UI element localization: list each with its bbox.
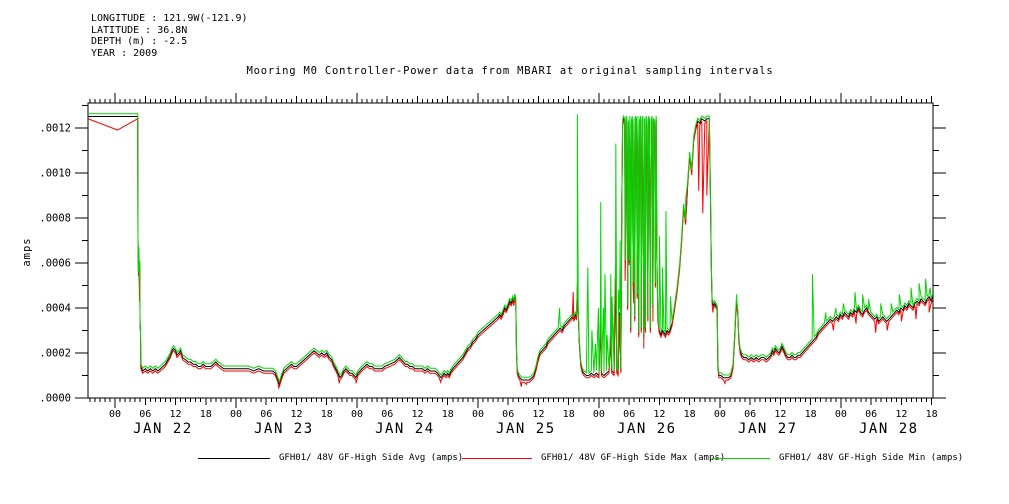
svg-text:06: 06 (865, 409, 877, 420)
legend-line-min-swatch (712, 457, 770, 459)
svg-text:12: 12 (774, 409, 786, 420)
svg-text:.0000: .0000 (39, 393, 71, 405)
legend-line-max-swatch (462, 457, 532, 459)
svg-text:JAN 24: JAN 24 (375, 421, 435, 437)
svg-text:12: 12 (290, 409, 302, 420)
svg-text:JAN 22: JAN 22 (133, 421, 193, 437)
header-year: YEAR : 2009 (91, 47, 158, 59)
svg-text:18: 18 (321, 409, 333, 420)
svg-text:JAN 23: JAN 23 (254, 421, 314, 437)
svg-text:00: 00 (714, 409, 726, 420)
svg-text:06: 06 (260, 409, 272, 420)
header-latitude: LATITUDE : 36.8N (91, 24, 188, 36)
chart-legend: GFH01/ 48V GF-High Side Avg (amps) GFH01… (0, 453, 1009, 471)
legend-item-max: GFH01/ 48V GF-High Side Max (amps) (462, 453, 725, 463)
svg-text:.0010: .0010 (39, 167, 71, 179)
svg-text:.0002: .0002 (39, 347, 71, 359)
svg-text:12: 12 (411, 409, 423, 420)
svg-text:JAN 28: JAN 28 (859, 421, 919, 437)
svg-text:12: 12 (169, 409, 181, 420)
legend-label-min: GFH01/ 48V GF-High Side Min (amps) (779, 453, 964, 463)
svg-text:.0006: .0006 (39, 257, 71, 269)
svg-text:JAN 27: JAN 27 (738, 421, 798, 437)
legend-line-avg-swatch (198, 457, 270, 459)
svg-text:06: 06 (381, 409, 393, 420)
svg-text:12: 12 (653, 409, 665, 420)
svg-text:18: 18 (200, 409, 212, 420)
svg-text:06: 06 (502, 409, 514, 420)
legend-item-avg: GFH01/ 48V GF-High Side Avg (amps) (198, 453, 463, 463)
svg-text:00: 00 (351, 409, 363, 420)
svg-text:06: 06 (744, 409, 756, 420)
legend-label-avg: GFH01/ 48V GF-High Side Avg (amps) (279, 453, 464, 463)
header-info: LONGITUDE : 121.9W(-121.9) LATITUDE : 36… (91, 13, 248, 59)
svg-text:06: 06 (623, 409, 635, 420)
svg-text:JAN 25: JAN 25 (496, 421, 556, 437)
svg-text:18: 18 (926, 409, 938, 420)
svg-text:18: 18 (805, 409, 817, 420)
legend-label-max: GFH01/ 48V GF-High Side Max (amps) (541, 453, 726, 463)
header-longitude: LONGITUDE : 121.9W(-121.9) (91, 13, 248, 24)
svg-text:12: 12 (895, 409, 907, 420)
legend-item-min: GFH01/ 48V GF-High Side Min (amps) (712, 453, 963, 463)
chart-title: Mooring M0 Controller-Power data from MB… (246, 65, 774, 77)
svg-text:.0008: .0008 (39, 212, 71, 224)
svg-text:00: 00 (109, 409, 121, 420)
svg-text:00: 00 (230, 409, 242, 420)
svg-text:00: 00 (472, 409, 484, 420)
svg-text:18: 18 (563, 409, 575, 420)
svg-text:JAN 26: JAN 26 (617, 421, 677, 437)
svg-text:06: 06 (139, 409, 151, 420)
svg-text:amps: amps (21, 237, 33, 266)
svg-text:12: 12 (532, 409, 544, 420)
svg-text:.0012: .0012 (39, 122, 71, 134)
svg-text:18: 18 (442, 409, 454, 420)
svg-text:18: 18 (684, 409, 696, 420)
svg-text:00: 00 (835, 409, 847, 420)
svg-text:.0004: .0004 (39, 302, 71, 314)
header-depth: DEPTH (m) : -2.5 (91, 36, 188, 47)
svg-text:00: 00 (593, 409, 605, 420)
